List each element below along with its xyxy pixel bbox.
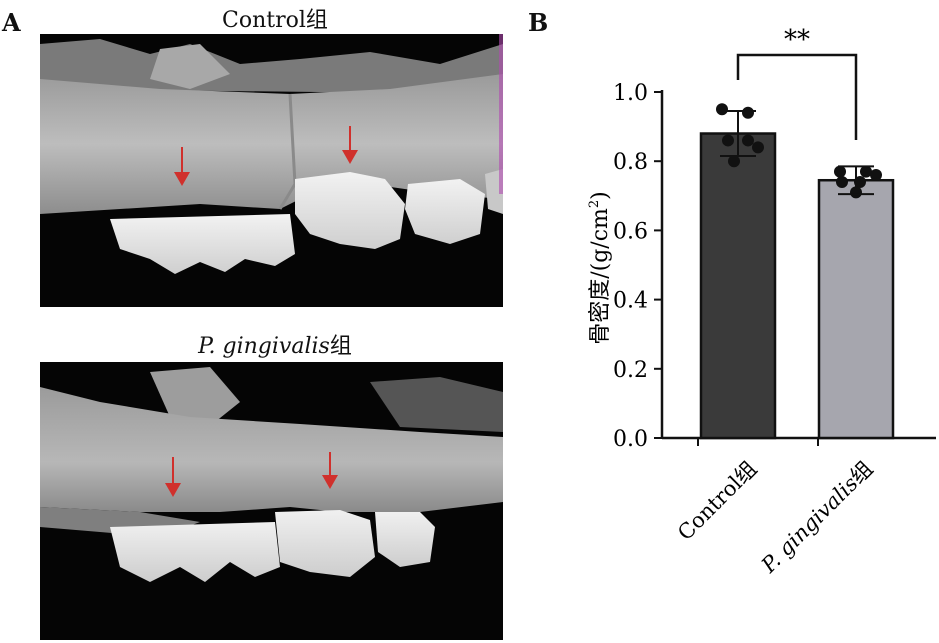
y-tick-label-2: 0.4 (613, 289, 648, 314)
data-point-1-2 (870, 169, 882, 182)
y-axis-label-close: ) (588, 191, 613, 200)
panel-b-label: B (528, 8, 549, 37)
x-tick-label-pg-italic: P. gingivalis (756, 471, 863, 578)
x-tick-label-pg: P. gingivalis组 (756, 457, 877, 578)
y-tick-label-4: 0.8 (613, 150, 648, 175)
pg-title-suffix: 组 (329, 334, 352, 359)
data-point-0-1 (742, 106, 754, 119)
bar-1 (817, 178, 895, 440)
y-tick-label-5: 1.0 (613, 81, 648, 106)
data-point-0-3 (742, 134, 754, 147)
significance-bracket: ** (736, 25, 858, 140)
pg-ct-image (40, 362, 503, 640)
chart-bars (699, 132, 895, 440)
chart-axes: 0.0 0.2 0.4 0.6 0.8 1.0 (613, 81, 936, 452)
significance-stars: ** (784, 25, 810, 55)
panel-a-label: A (2, 8, 21, 37)
data-point-1-1 (860, 165, 872, 178)
data-point-1-3 (836, 175, 848, 188)
y-axis-label: 骨密度/(g/cm2) (587, 191, 613, 345)
data-point-0-4 (752, 141, 764, 154)
bar-0 (699, 132, 777, 440)
y-tick-label-3: 0.6 (613, 219, 648, 244)
pg-title-italic: P. gingivalis (198, 334, 330, 359)
control-image-title: Control组 (150, 2, 400, 34)
pg-image-title: P. gingivalis组 (150, 328, 400, 360)
data-point-0-5 (728, 155, 740, 168)
data-point-1-0 (834, 165, 846, 178)
y-axis-label-main: 骨密度/(g/cm (588, 208, 613, 345)
y-tick-label-1: 0.2 (613, 358, 648, 383)
significance-line (736, 53, 858, 140)
y-axis-label-sup: 2 (587, 200, 602, 208)
control-title-text: Control组 (222, 8, 328, 33)
chart-error-bars (720, 110, 874, 196)
control-ct-image (40, 34, 503, 307)
data-point-0-0 (716, 103, 728, 116)
x-tick-label-control: Control组 (673, 457, 761, 545)
data-point-0-2 (722, 134, 734, 147)
y-tick-label-0: 0.0 (613, 427, 648, 452)
bone-density-chart: 0.0 0.2 0.4 0.6 0.8 1.0 ** 骨密度/(g/cm2) Contro… (587, 25, 936, 578)
